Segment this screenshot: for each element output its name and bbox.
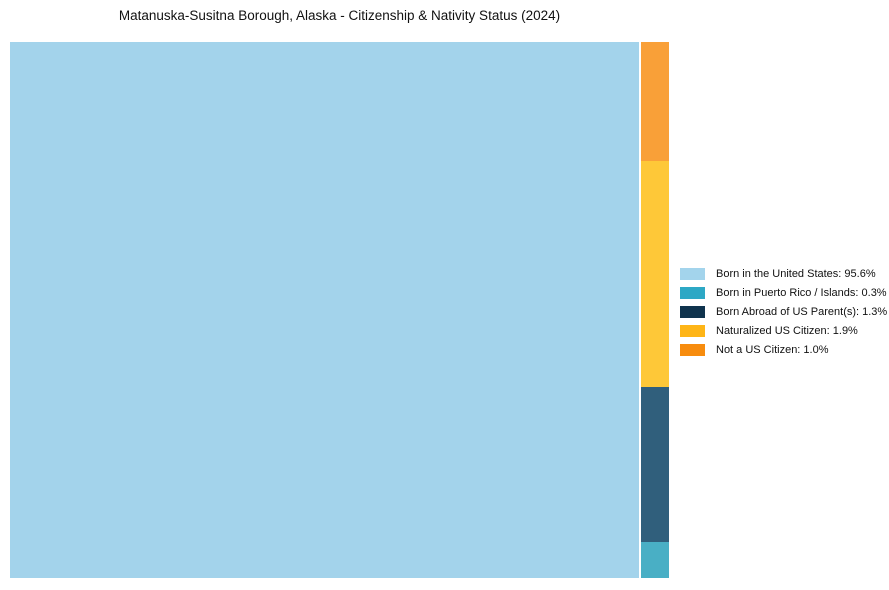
legend-item-not-us-citizen: Not a US Citizen: 1.0% (680, 340, 887, 359)
legend-label: Born in Puerto Rico / Islands: 0.3% (716, 287, 887, 300)
legend-item-naturalized-citizen: Naturalized US Citizen: 1.9% (680, 321, 887, 340)
legend-swatch-icon (680, 343, 705, 356)
legend-swatch-icon (680, 287, 705, 300)
legend-swatch-icon (680, 305, 705, 318)
legend-label: Naturalized US Citizen: 1.9% (716, 324, 858, 337)
legend-item-born-puerto-rico-islands: Born in Puerto Rico / Islands: 0.3% (680, 284, 887, 303)
treemap-chart (10, 42, 669, 578)
chart-title: Matanuska-Susitna Borough, Alaska - Citi… (118, 8, 561, 23)
legend-label: Born Abroad of US Parent(s): 1.3% (716, 305, 888, 318)
legend-swatch-icon (680, 268, 705, 281)
legend-label: Not a US Citizen: 1.0% (716, 343, 829, 356)
treemap-segment-born-in-us (10, 42, 640, 578)
treemap-segment-naturalized-citizen (641, 161, 669, 388)
chart-legend: Born in the United States: 95.6% Born in… (680, 265, 887, 359)
treemap-minor-column (641, 42, 669, 578)
treemap-segment-not-us-citizen (641, 42, 669, 162)
legend-item-born-in-us: Born in the United States: 95.6% (680, 265, 887, 284)
treemap-segment-born-puerto-rico-islands (641, 542, 669, 578)
legend-item-born-abroad-us-parents: Born Abroad of US Parent(s): 1.3% (680, 303, 887, 322)
treemap-segment-born-abroad-us-parents (641, 387, 669, 543)
legend-swatch-icon (680, 324, 705, 337)
legend-label: Born in the United States: 95.6% (716, 268, 876, 281)
